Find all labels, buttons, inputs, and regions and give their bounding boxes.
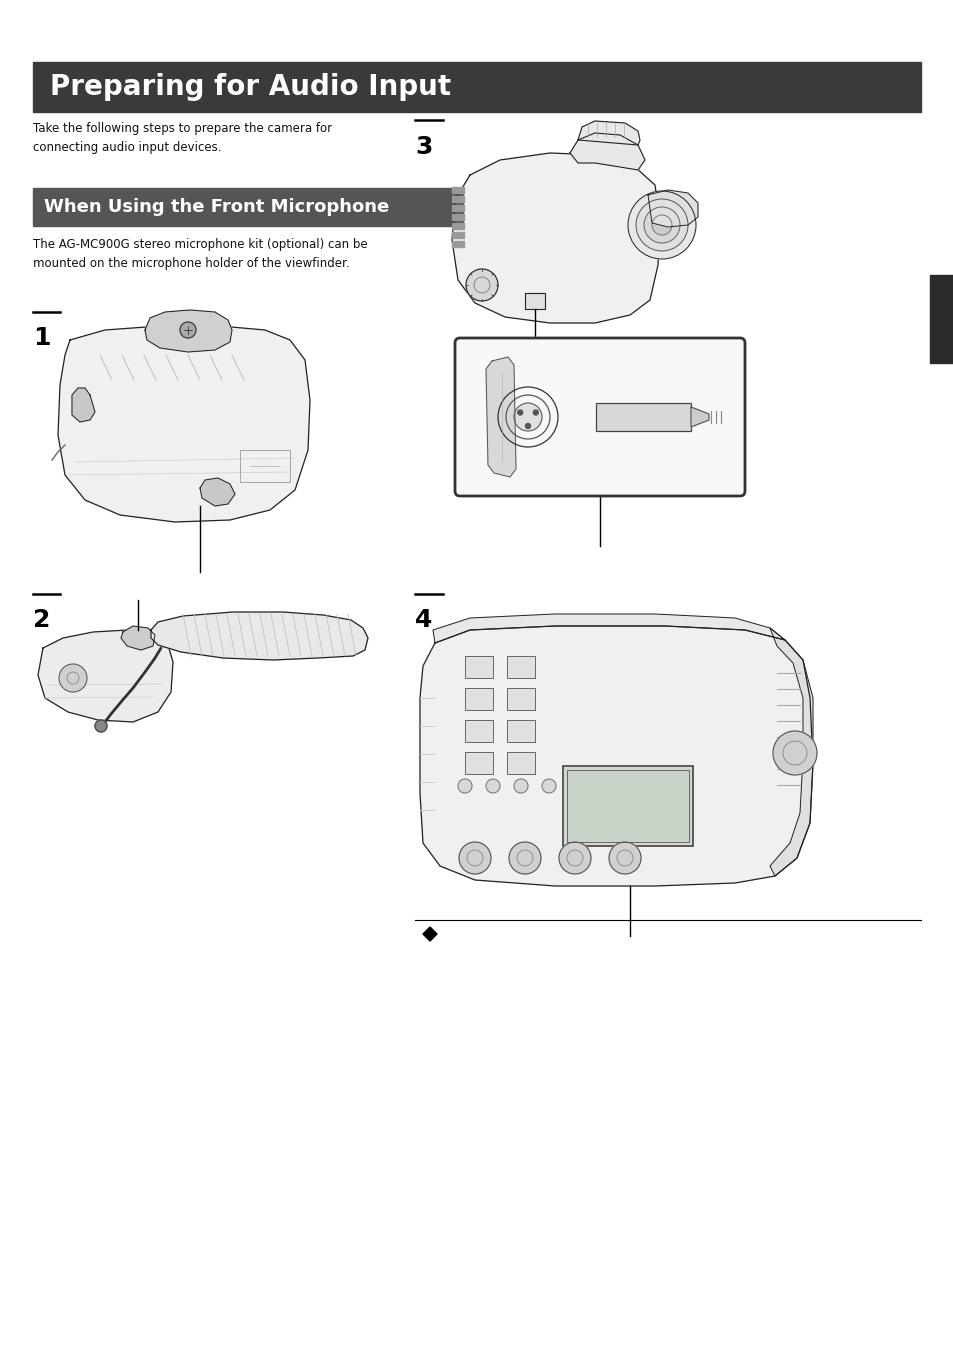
Bar [464, 688, 493, 710]
Bar [33, 62, 920, 112]
Bar [596, 404, 690, 431]
Circle shape [509, 842, 540, 873]
Bar [452, 205, 463, 211]
Bar [240, 450, 290, 482]
Bar [506, 752, 535, 774]
Polygon shape [452, 153, 659, 323]
Circle shape [515, 404, 540, 431]
Circle shape [772, 730, 816, 775]
Bar [562, 765, 692, 846]
Circle shape [457, 779, 472, 792]
Circle shape [517, 410, 522, 414]
Bar [524, 293, 544, 309]
Polygon shape [145, 310, 232, 352]
Bar [452, 223, 463, 230]
Polygon shape [38, 630, 172, 722]
Text: Preparing for Audio Input: Preparing for Audio Input [50, 73, 451, 101]
Text: When Using the Front Microphone: When Using the Front Microphone [44, 198, 389, 216]
Bar [452, 188, 463, 193]
Bar [464, 656, 493, 678]
Polygon shape [647, 190, 698, 227]
Bar [464, 720, 493, 743]
Bar [506, 656, 535, 678]
Bar [566, 769, 688, 842]
Bar [452, 242, 463, 247]
Bar [506, 720, 535, 743]
Polygon shape [151, 612, 368, 660]
Bar [452, 232, 463, 238]
Polygon shape [419, 626, 812, 886]
Circle shape [95, 720, 107, 732]
Bar [452, 196, 463, 202]
Circle shape [627, 190, 696, 259]
Bar [506, 688, 535, 710]
Text: The AG-MC900G stereo microphone kit (optional) can be
mounted on the microphone : The AG-MC900G stereo microphone kit (opt… [33, 238, 367, 270]
Bar [929, 275, 953, 363]
Polygon shape [422, 927, 436, 941]
Bar [33, 188, 462, 225]
Polygon shape [200, 478, 234, 506]
Bar [452, 215, 463, 220]
FancyBboxPatch shape [455, 338, 744, 495]
Circle shape [458, 842, 491, 873]
Polygon shape [71, 387, 95, 423]
Polygon shape [578, 122, 639, 144]
Bar [464, 752, 493, 774]
Circle shape [485, 779, 499, 792]
Polygon shape [121, 626, 154, 649]
Text: 4: 4 [415, 608, 432, 632]
Circle shape [651, 215, 671, 235]
Circle shape [541, 779, 556, 792]
Polygon shape [769, 628, 812, 876]
Text: 2: 2 [33, 608, 51, 632]
Polygon shape [569, 134, 644, 170]
Polygon shape [58, 325, 310, 522]
Circle shape [643, 207, 679, 243]
Polygon shape [690, 406, 708, 427]
Circle shape [180, 323, 195, 338]
Circle shape [59, 664, 87, 693]
Text: 3: 3 [415, 135, 432, 159]
Text: Take the following steps to prepare the camera for
connecting audio input device: Take the following steps to prepare the … [33, 122, 332, 154]
Circle shape [533, 410, 537, 414]
Circle shape [636, 198, 687, 251]
Circle shape [525, 424, 530, 428]
Circle shape [465, 269, 497, 301]
Polygon shape [433, 614, 784, 643]
Text: 1: 1 [33, 325, 51, 350]
Circle shape [608, 842, 640, 873]
Polygon shape [485, 356, 516, 477]
Circle shape [514, 779, 527, 792]
Circle shape [558, 842, 590, 873]
